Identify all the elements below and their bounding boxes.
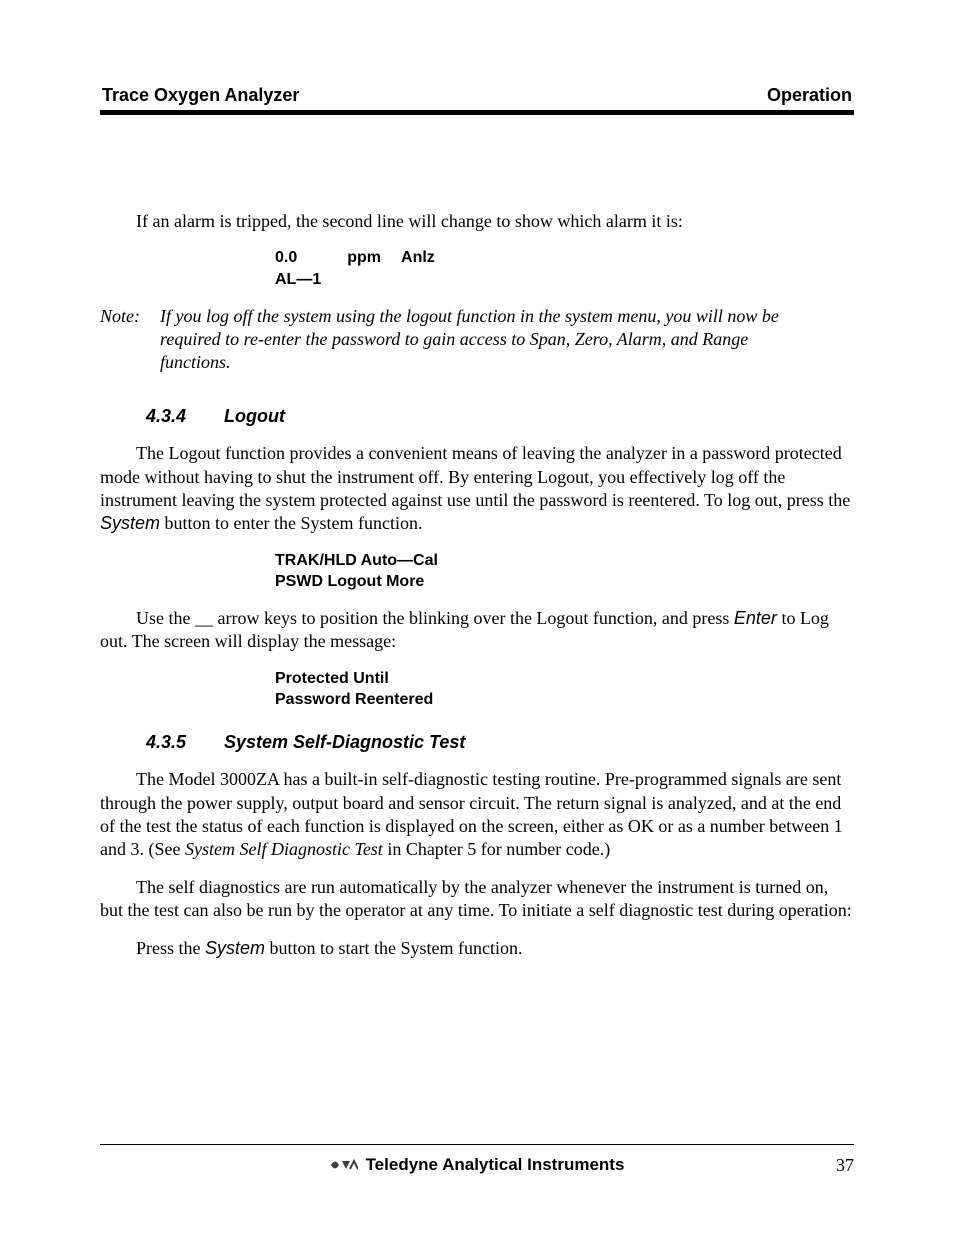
- selfdiag-paragraph-2: The self diagnostics are run automatical…: [100, 876, 854, 923]
- lcd-display-alarm: 0.0 ppm Anlz AL—1: [275, 247, 854, 290]
- page: Trace Oxygen Analyzer Operation If an al…: [0, 0, 954, 1235]
- blank-placeholder: __: [195, 608, 213, 628]
- heading-4-3-4: 4.3.4Logout: [146, 405, 854, 428]
- selfdiag-paragraph-3: Press the System button to start the Sys…: [100, 937, 854, 960]
- display-value: 0.0: [275, 249, 297, 266]
- display-line: Protected Until: [275, 668, 854, 690]
- cross-reference: System Self Diagnostic Test: [185, 839, 383, 859]
- header-right: Operation: [767, 85, 852, 106]
- intro-paragraph: If an alarm is tripped, the second line …: [100, 210, 854, 233]
- heading-title: System Self-Diagnostic Test: [224, 732, 465, 752]
- header-rule: [100, 110, 854, 115]
- logout-paragraph-2: Use the __ arrow keys to position the bl…: [100, 607, 854, 654]
- note-label: Note:: [100, 305, 160, 375]
- logout-paragraph-1: The Logout function provides a convenien…: [100, 442, 854, 536]
- heading-number: 4.3.5: [146, 731, 224, 754]
- display-mode: Anlz: [401, 249, 435, 266]
- lcd-display-protected: Protected Until Password Reentered: [275, 668, 854, 711]
- system-button-ref: System: [205, 938, 265, 958]
- display-line: Password Reentered: [275, 689, 854, 711]
- heading-title: Logout: [224, 406, 285, 426]
- display-line: PSWD Logout More: [275, 571, 854, 593]
- selfdiag-paragraph-1: The Model 3000ZA has a built-in self-dia…: [100, 768, 854, 862]
- display-alarm-line: AL—1: [275, 269, 854, 291]
- note-text: If you log off the system using the logo…: [160, 305, 854, 375]
- display-unit: ppm: [347, 249, 381, 266]
- system-button-ref: System: [100, 513, 160, 533]
- page-content: If an alarm is tripped, the second line …: [100, 210, 854, 960]
- page-footer: Teledyne Analytical Instruments 37: [100, 1126, 854, 1176]
- enter-button-ref: Enter: [734, 608, 777, 628]
- teledyne-logo-icon: [330, 1157, 358, 1173]
- heading-4-3-5: 4.3.5System Self-Diagnostic Test: [146, 731, 854, 754]
- page-number: 37: [836, 1155, 854, 1176]
- footer-company: Teledyne Analytical Instruments: [366, 1155, 625, 1175]
- footer-rule: [100, 1144, 854, 1146]
- header-left: Trace Oxygen Analyzer: [102, 85, 299, 106]
- note-block: Note: If you log off the system using th…: [100, 305, 854, 375]
- heading-number: 4.3.4: [146, 405, 224, 428]
- lcd-display-system-menu: TRAK/HLD Auto—Cal PSWD Logout More: [275, 550, 854, 593]
- display-line: TRAK/HLD Auto—Cal: [275, 550, 854, 572]
- page-header: Trace Oxygen Analyzer Operation: [100, 85, 854, 115]
